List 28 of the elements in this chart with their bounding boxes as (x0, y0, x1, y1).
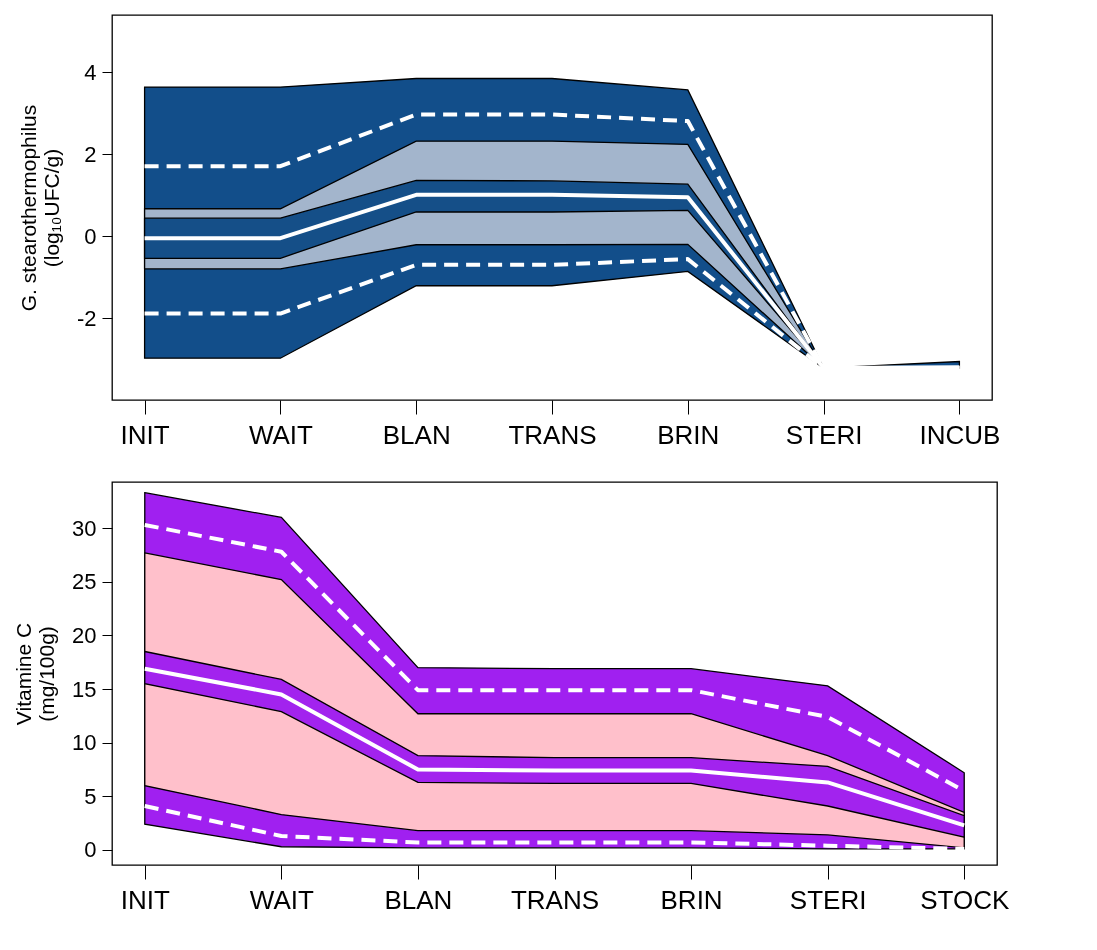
y-tick-label: 2 (84, 141, 97, 167)
y-tick-label: 15 (72, 676, 97, 702)
y-tick-label: 0 (84, 837, 97, 863)
y-tick-label: -2 (76, 305, 97, 331)
x-tick-label: BLAN (384, 884, 453, 915)
x-tick-label: TRANS (510, 884, 600, 915)
y-tick-label: 0 (84, 223, 97, 249)
y-tick-label: 4 (84, 59, 97, 85)
x-tick-label: BRIN (657, 419, 720, 450)
x-tick-label: INIT (120, 884, 170, 915)
x-tick-label: BRIN (660, 884, 723, 915)
x-tick-label: BLAN (382, 419, 451, 450)
y-axis-title: Vitamine C (mg/100g) (12, 622, 59, 726)
y-tick-label: 10 (72, 730, 97, 756)
y-tick-label: 30 (72, 515, 97, 541)
line-series (142, 803, 967, 851)
x-tick-label: TRANS (508, 419, 597, 450)
x-tick-label: STERI (789, 884, 867, 915)
x-tick-label: INIT (120, 419, 170, 450)
y-tick-label: 25 (72, 569, 97, 595)
x-tick-label: INCUB (919, 419, 1001, 450)
x-tick-label: WAIT (249, 884, 314, 915)
x-tick-label: WAIT (248, 419, 314, 450)
x-tick-label: STOCK (920, 884, 1010, 915)
y-tick-label: 20 (72, 622, 97, 648)
y-tick-label: 5 (84, 783, 97, 809)
y-axis-title: G. stearothermophilus (log₁₀UFC/g) (16, 104, 63, 312)
x-tick-label: STERI (785, 419, 863, 450)
